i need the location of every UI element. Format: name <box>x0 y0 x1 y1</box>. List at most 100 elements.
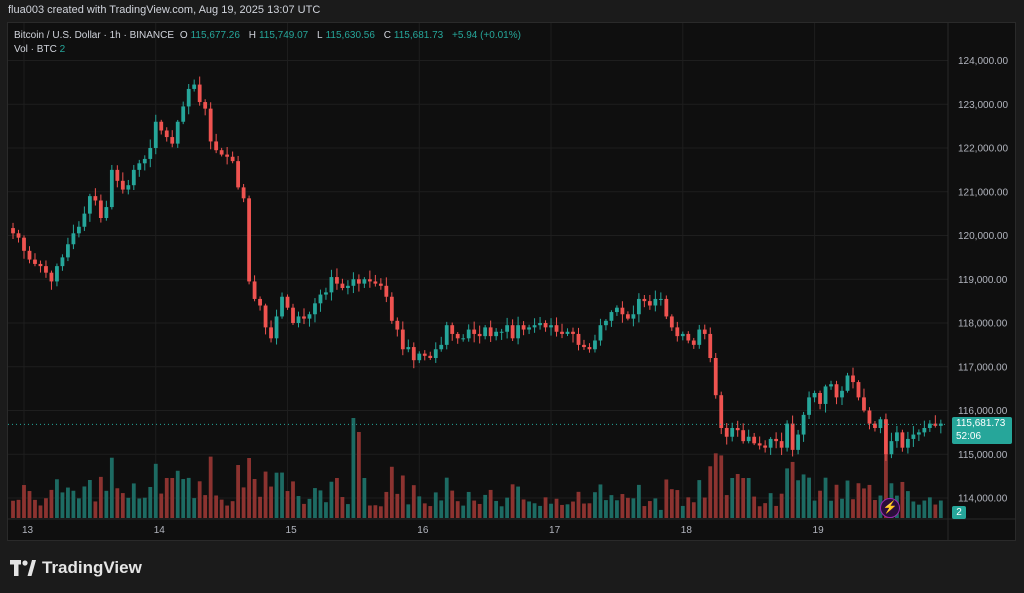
candle-body <box>505 325 510 332</box>
candle-body <box>796 434 800 450</box>
candle-body <box>148 148 153 159</box>
candle-body <box>851 375 855 383</box>
candle-body <box>461 338 466 340</box>
candle-body <box>109 169 114 208</box>
volume-bar <box>208 456 213 518</box>
volume-bar <box>346 504 350 518</box>
volume-bar <box>916 504 921 518</box>
candle-body <box>763 445 768 448</box>
volume-bar <box>181 479 186 518</box>
volume-bar <box>318 490 323 518</box>
volume-bar <box>636 484 641 518</box>
candle-body <box>77 226 81 234</box>
candle-body <box>455 333 460 339</box>
candle-body <box>900 432 905 448</box>
candle-body <box>686 333 691 341</box>
candle-body <box>801 414 806 435</box>
volume-bar <box>746 478 751 518</box>
volume-bar <box>735 474 740 518</box>
volume-bar <box>219 499 224 518</box>
volume-bar <box>615 500 619 518</box>
candle-body <box>55 266 59 282</box>
candle-body <box>302 316 306 319</box>
volume-bar <box>428 506 433 518</box>
lightning-icon[interactable]: ⚡ <box>880 498 900 518</box>
volume-bar <box>713 453 718 518</box>
volume-bar <box>620 494 625 518</box>
volume-bar <box>269 486 273 518</box>
price-tick-label: 124,000.00 <box>958 56 1008 67</box>
candle-body <box>845 375 850 391</box>
candle-body <box>724 428 729 437</box>
candle-body <box>439 344 444 350</box>
candle-body <box>741 430 746 442</box>
volume-bar <box>724 495 729 518</box>
candle-body <box>11 228 15 234</box>
brand-name: TradingView <box>42 558 142 577</box>
volume-bar <box>823 477 828 518</box>
volume-bar <box>411 485 416 518</box>
volume-bar <box>66 487 70 518</box>
candle-body <box>313 303 317 315</box>
volume-bar <box>626 497 630 518</box>
candle-body <box>170 137 175 144</box>
volume-bar <box>862 488 866 518</box>
volume-bar <box>658 509 663 518</box>
volume-bar <box>796 480 800 518</box>
candle-body <box>587 347 592 350</box>
volume-bar <box>845 480 850 518</box>
volume-bar <box>351 418 356 518</box>
candle-body <box>911 434 916 439</box>
high-value: H 115,749.07 <box>248 30 309 41</box>
brand-logo: TradingView <box>10 557 142 579</box>
symbol-title: Bitcoin / U.S. Dollar · 1h · BINANCE <box>14 30 175 41</box>
candle-body <box>422 353 427 356</box>
volume-label: Vol · BTC <box>14 44 57 55</box>
tradingview-logo-icon <box>10 560 36 576</box>
volume-badge: 2 <box>952 506 966 519</box>
candle-body <box>565 331 570 334</box>
volume-bar <box>159 493 164 518</box>
price-tick-label: 122,000.00 <box>958 144 1008 155</box>
candle-body <box>428 355 433 358</box>
volume-bar <box>120 493 125 518</box>
volume-bar <box>927 497 932 518</box>
volume-bar <box>115 488 120 518</box>
candle-body <box>675 327 680 337</box>
candle-body <box>812 393 817 398</box>
candle-body <box>560 331 564 334</box>
volume-bar <box>834 484 839 518</box>
candle-body <box>768 438 773 448</box>
volume-bar <box>691 502 696 518</box>
change-value: +5.94 (+0.01%) <box>452 30 521 41</box>
volume-bar <box>593 492 597 518</box>
price-chart[interactable]: 114,000.00 115,000.00 116,000.00 117,000.00… <box>8 23 1015 540</box>
candle-body <box>730 428 735 437</box>
candle-body <box>378 283 383 286</box>
candle-body <box>296 316 301 323</box>
candle-body <box>131 169 136 186</box>
chart-pane[interactable]: 114,000.00 115,000.00 116,000.00 117,000.00… <box>7 22 1016 541</box>
symbol-legend: Bitcoin / U.S. Dollar · 1h · BINANCE O 11… <box>14 30 524 41</box>
candle-body <box>258 298 262 306</box>
volume-bar <box>763 503 768 518</box>
candle-body <box>543 323 548 328</box>
volume-bar <box>664 479 669 518</box>
volume-bar <box>818 490 822 518</box>
candle-body <box>702 329 707 334</box>
candle-body <box>49 272 54 282</box>
volume-bar <box>170 478 175 518</box>
volume-bar <box>549 503 553 518</box>
candle-body <box>71 233 76 245</box>
volume-bar <box>258 496 262 518</box>
volume-bar <box>680 505 685 518</box>
candle-body <box>752 436 757 444</box>
volume-bar <box>22 485 26 518</box>
last-price-badge: 115,681.73 52:06 <box>952 417 1012 444</box>
candle-body <box>66 244 70 258</box>
candle-body <box>22 237 26 251</box>
candle-body <box>856 382 861 398</box>
candle-body <box>620 307 625 315</box>
candle-body <box>779 441 784 448</box>
candle-body <box>444 325 449 345</box>
